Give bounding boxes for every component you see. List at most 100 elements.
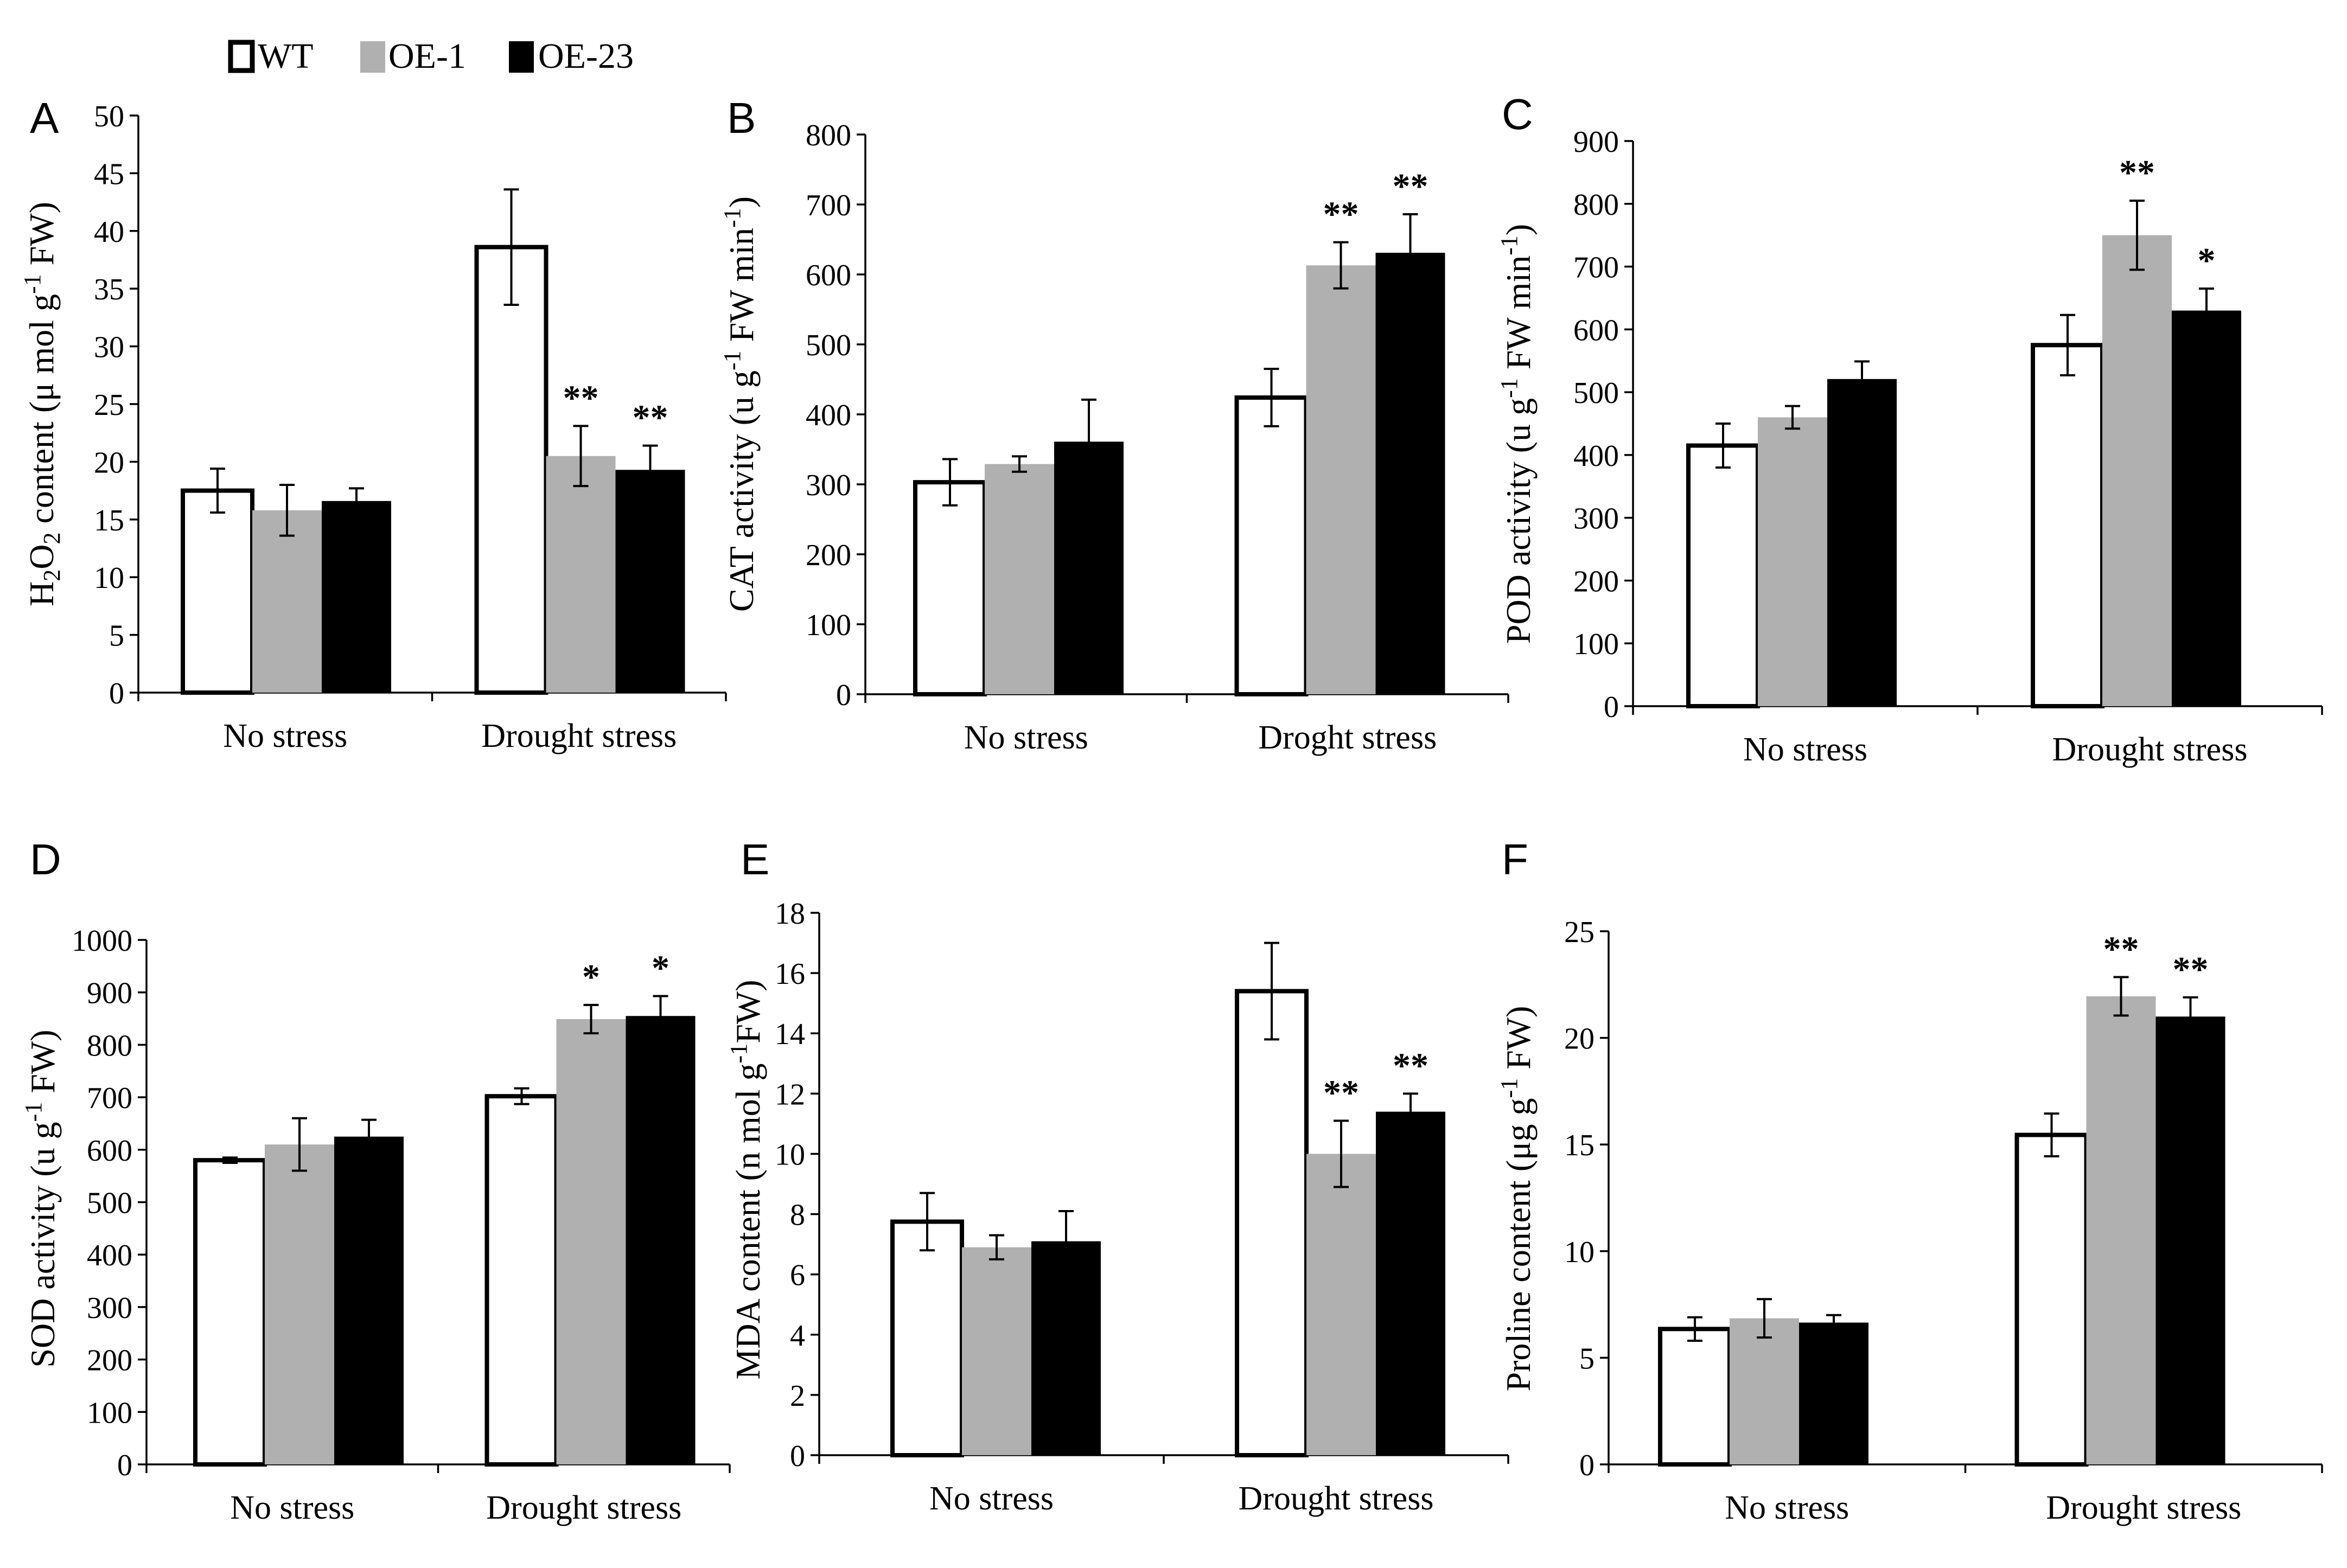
y-tick-label-e: 10 xyxy=(775,1138,805,1172)
panel-f: F Proline content (μg g-1 FW) 0 5 10 15 20 25… xyxy=(1496,835,2323,1526)
panel-letter-d: D xyxy=(30,835,61,884)
y-tick-label-c: 200 xyxy=(1573,565,1619,598)
bar-c-oe1-drought xyxy=(2102,235,2172,707)
bar-a-oe23-no-stress xyxy=(322,501,391,693)
x-category-label-b: No stress xyxy=(964,719,1088,756)
y-tick-label-d: 0 xyxy=(117,1449,132,1482)
legend-label-oe23: OE-23 xyxy=(538,36,634,76)
bar-f-wt-no-stress xyxy=(1658,1327,1732,1467)
y-tick-label-f: 0 xyxy=(1579,1449,1595,1482)
x-category-label-a: No stress xyxy=(223,718,347,754)
significance-label-c: * xyxy=(2198,241,2216,280)
bar-b-oe23-drought xyxy=(1375,253,1445,694)
significance-label-a: ** xyxy=(633,398,668,438)
legend-label-oe1: OE-1 xyxy=(388,36,466,76)
y-tick-label-a: 25 xyxy=(94,388,124,422)
y-tick-label-d: 700 xyxy=(87,1081,132,1115)
bar-c-oe23-no-stress xyxy=(1827,379,1897,706)
legend-swatch-oe1 xyxy=(360,41,385,73)
y-tick-label-f: 20 xyxy=(1564,1022,1595,1056)
y-tick-label-e: 0 xyxy=(790,1439,805,1473)
y-tick-label-f: 25 xyxy=(1564,916,1595,949)
y-axis-label-f: Proline content (μg g-1 FW) xyxy=(1496,1006,1538,1392)
panel-b: B CAT activity (u g-1 FW min-1) 0 100 200 3… xyxy=(719,94,1509,756)
y-tick-label-a: 40 xyxy=(94,215,124,249)
bar-b-wt-drought xyxy=(1234,395,1309,696)
y-tick-label-b: 200 xyxy=(806,539,851,572)
y-tick-label-b: 800 xyxy=(806,119,851,152)
bar-e-wt-no-stress xyxy=(890,1219,964,1457)
x-category-label-a: Drought stress xyxy=(481,718,677,754)
y-tick-label-e: 16 xyxy=(775,957,805,991)
y-tick-label-c: 300 xyxy=(1573,502,1619,536)
bar-b-wt-no-stress xyxy=(913,480,987,696)
significance-label-e: ** xyxy=(1393,1046,1428,1085)
significance-label-d: * xyxy=(582,957,600,997)
panel-e: E MDA content (n mol g-1FW) 0 2 4 6 8 10 12 14 1… xyxy=(725,835,1509,1517)
bar-d-wt-no-stress xyxy=(193,1158,267,1467)
y-tick-label-a: 45 xyxy=(94,157,124,191)
bar-b-oe1-no-stress xyxy=(985,464,1054,694)
significance-label-d: * xyxy=(652,948,669,988)
bar-d-oe1-no-stress xyxy=(265,1144,334,1464)
panel-a: A H2O2 content (μ mol g-1 FW) 0 5 10 15 20 25… xyxy=(19,94,727,754)
bar-a-wt-drought xyxy=(474,245,549,695)
y-tick-label-f: 10 xyxy=(1564,1236,1595,1269)
x-category-label-e: Drought stress xyxy=(1239,1480,1434,1517)
y-tick-label-e: 4 xyxy=(790,1319,805,1353)
bar-d-oe23-drought xyxy=(626,1016,696,1464)
y-axis-label-b: CAT activity (u g-1 FW min-1) xyxy=(719,196,761,612)
panel-letter-a: A xyxy=(30,94,59,142)
bar-d-wt-drought xyxy=(484,1094,559,1467)
bar-f-wt-drought xyxy=(2014,1132,2089,1467)
y-tick-label-b: 100 xyxy=(806,609,851,642)
significance-label-e: ** xyxy=(1323,1073,1359,1112)
y-axis-label-e: MDA content (n mol g-1FW) xyxy=(725,980,767,1379)
bar-f-oe23-drought xyxy=(2155,1016,2225,1464)
y-axis-label-c: POD activity (u g-1 FW min-1) xyxy=(1496,224,1538,644)
panel-d: D SOD activity (u g-1 FW) 0 100 200 300 400 5… xyxy=(20,835,731,1526)
x-category-label-c: Drought stress xyxy=(2052,731,2248,768)
y-tick-label-c: 600 xyxy=(1573,313,1619,347)
bar-e-oe1-no-stress xyxy=(962,1247,1031,1455)
legend-swatch-oe23 xyxy=(509,41,534,73)
bar-e-oe23-no-stress xyxy=(1031,1241,1101,1455)
bar-d-oe1-drought xyxy=(556,1019,626,1464)
y-axis-label-d: SOD activity (u g-1 FW) xyxy=(20,1029,62,1367)
panel-c: C POD activity (u g-1 FW min-1) 0 100 200 3… xyxy=(1496,90,2323,768)
y-tick-label-d: 200 xyxy=(87,1344,132,1378)
y-tick-label-c: 100 xyxy=(1573,628,1619,661)
y-tick-label-d: 900 xyxy=(87,977,132,1010)
bar-f-oe1-no-stress xyxy=(1730,1318,1799,1464)
significance-label-c: ** xyxy=(2119,153,2155,193)
y-tick-label-d: 800 xyxy=(87,1029,132,1063)
y-tick-label-b: 700 xyxy=(806,189,851,222)
y-tick-label-e: 2 xyxy=(790,1379,805,1413)
y-tick-label-e: 14 xyxy=(775,1017,805,1051)
significance-label-a: ** xyxy=(563,378,599,418)
significance-label-f: ** xyxy=(2103,930,2139,969)
x-category-label-f: Drought stress xyxy=(2046,1489,2241,1526)
y-tick-label-c: 400 xyxy=(1573,439,1619,473)
panel-letter-c: C xyxy=(1502,90,1533,138)
bar-a-oe1-drought xyxy=(546,456,616,693)
y-tick-label-d: 600 xyxy=(87,1134,132,1168)
y-tick-label-d: 1000 xyxy=(72,924,132,958)
y-tick-label-f: 5 xyxy=(1579,1342,1595,1375)
bar-e-oe23-drought xyxy=(1376,1111,1445,1455)
y-tick-label-b: 600 xyxy=(806,259,851,292)
bar-c-wt-no-stress xyxy=(1686,443,1760,708)
x-category-label-f: No stress xyxy=(1725,1489,1849,1526)
bar-c-oe1-no-stress xyxy=(1758,417,1827,706)
x-category-label-b: Droght stress xyxy=(1258,719,1437,756)
x-category-label-c: No stress xyxy=(1743,731,1867,768)
y-tick-label-d: 400 xyxy=(87,1239,132,1272)
y-tick-label-d: 100 xyxy=(87,1396,132,1430)
legend: WT OE-1 OE-23 xyxy=(228,36,634,76)
bar-f-oe23-no-stress xyxy=(1799,1322,1868,1464)
bar-e-wt-drought xyxy=(1235,989,1309,1457)
y-tick-label-f: 15 xyxy=(1564,1129,1595,1162)
bar-e-oe1-drought xyxy=(1306,1154,1376,1455)
bar-b-oe1-drought xyxy=(1306,265,1376,695)
